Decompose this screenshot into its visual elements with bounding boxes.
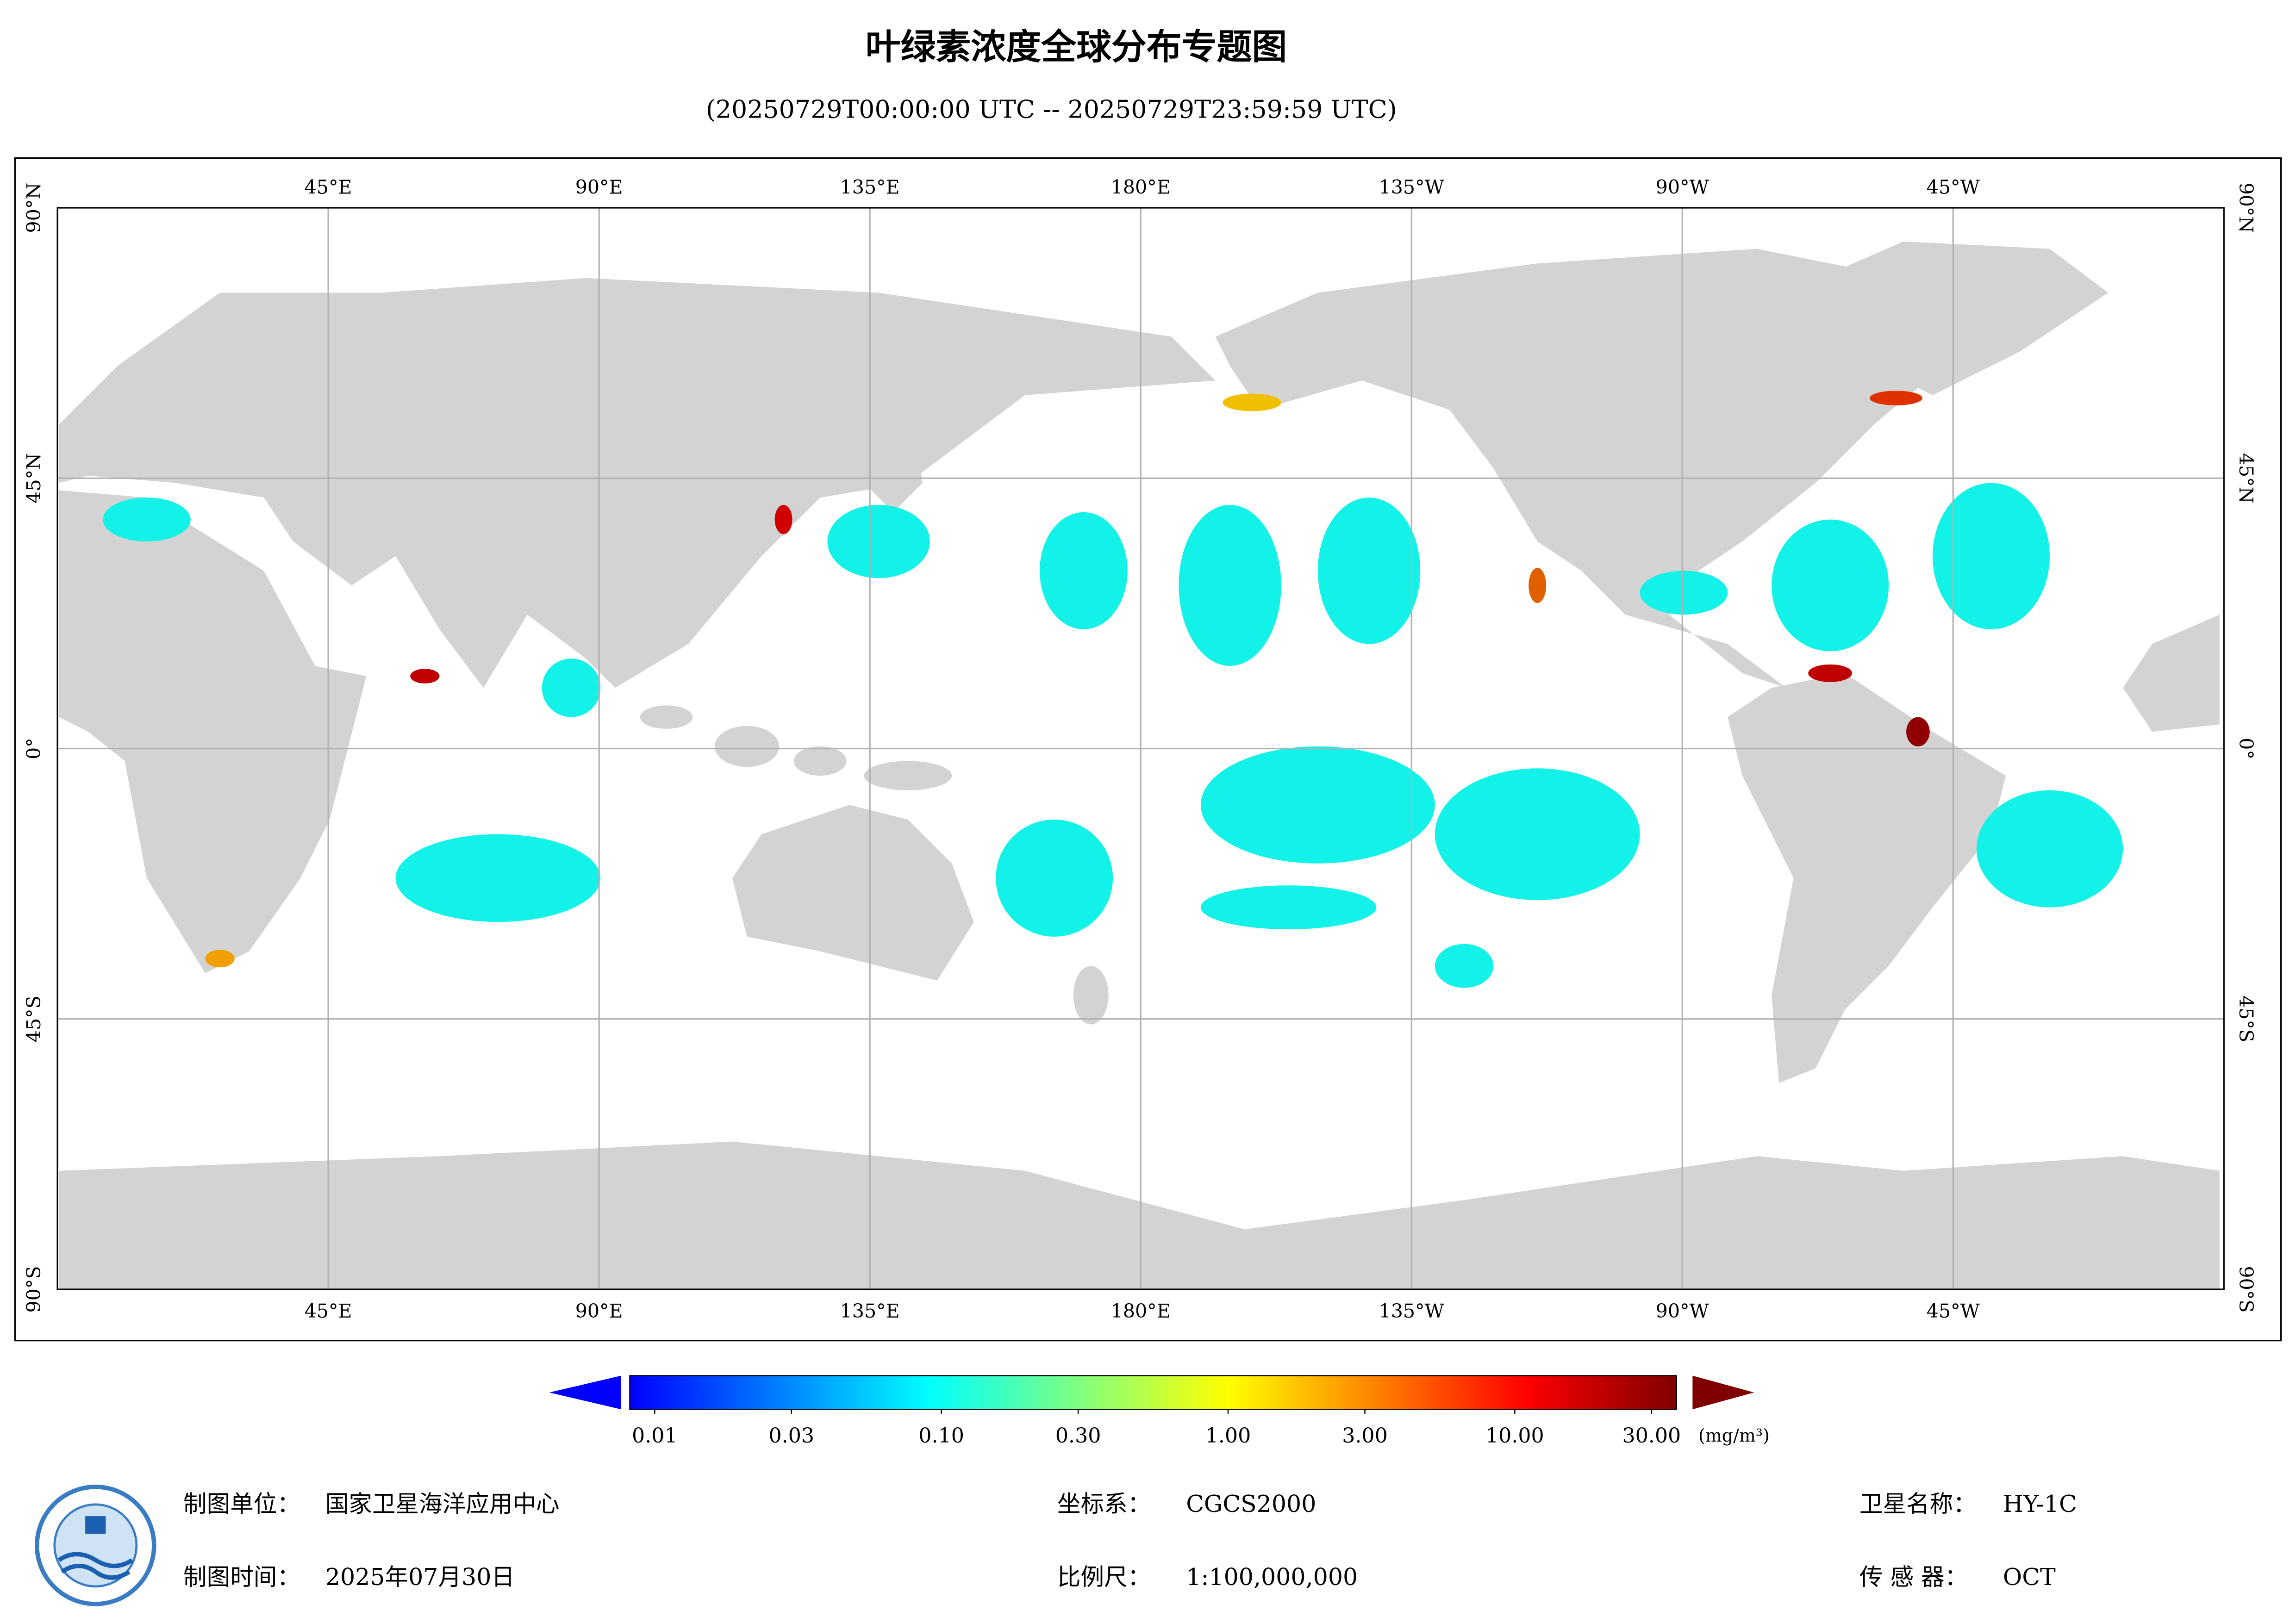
lat-label: 90°N — [2235, 183, 2257, 233]
lat-label: 45°N — [2235, 453, 2257, 504]
colorbar-tick-label: 3.00 — [1342, 1424, 1388, 1448]
lon-label: 135°W — [1379, 1300, 1445, 1322]
lon-label: 90°E — [575, 176, 623, 198]
lon-label: 180°E — [1111, 176, 1171, 198]
lat-label: 45°S — [23, 995, 45, 1042]
footer-value: 2025年07月30日 — [325, 1563, 515, 1591]
footer-label: 比例尺： — [1057, 1563, 1151, 1591]
lon-label: 90°W — [1656, 176, 1710, 198]
lon-label: 135°E — [840, 176, 900, 198]
map-frame — [56, 207, 2225, 1290]
lat-label: 0° — [2235, 738, 2257, 759]
colorbar-tick-label: 0.10 — [918, 1424, 964, 1448]
lon-label: 45°E — [305, 1300, 352, 1322]
lat-label: 45°S — [2235, 995, 2257, 1042]
footer-label: 卫星名称： — [1859, 1490, 1977, 1517]
lon-label: 45°W — [1927, 176, 1980, 198]
footer-value: 1:100,000,000 — [1186, 1563, 1358, 1591]
colorbar-tick-label: 0.01 — [632, 1424, 678, 1448]
footer-value: HY-1C — [2003, 1490, 2077, 1517]
colorbar-tick-label: 30.00 — [1622, 1424, 1681, 1448]
lat-label: 90°N — [23, 183, 45, 233]
lon-label: 90°W — [1656, 1300, 1710, 1322]
colorbar-tick-label: 10.00 — [1485, 1424, 1544, 1448]
lon-label: 90°E — [575, 1300, 623, 1322]
chlorophyll-coverage — [103, 391, 2123, 988]
footer-label: 制图单位： — [183, 1490, 300, 1517]
logo — [35, 1485, 156, 1606]
lon-label: 180°E — [1111, 1300, 1171, 1322]
lat-label: 0° — [23, 738, 45, 759]
footer-label: 制图时间： — [183, 1563, 300, 1591]
footer-value: OCT — [2003, 1563, 2056, 1591]
colorbar-tick-label: 0.03 — [769, 1424, 815, 1448]
footer-label: 传 感 器： — [1859, 1563, 1968, 1591]
lon-label: 135°E — [840, 1300, 900, 1322]
lat-label: 45°N — [23, 453, 45, 504]
subtitle: (20250729T00:00:00 UTC -- 20250729T23:59… — [706, 94, 1397, 124]
map — [56, 207, 2225, 1290]
outer-frame — [14, 157, 2282, 1342]
colorbar-over-arrow — [1692, 1375, 1754, 1410]
lon-label: 45°E — [305, 176, 352, 198]
lon-label: 135°W — [1379, 176, 1445, 198]
colorbar-unit: (mg/m³) — [1698, 1425, 1770, 1446]
colorbar-under-arrow — [549, 1375, 621, 1410]
lat-label: 90°S — [23, 1266, 45, 1312]
footer-value: CGCS2000 — [1186, 1490, 1316, 1517]
footer-value: 国家卫星海洋应用中心 — [325, 1490, 560, 1517]
footer-label: 坐标系： — [1057, 1490, 1151, 1517]
colorbar-tick-label: 1.00 — [1205, 1424, 1251, 1448]
lon-label: 45°W — [1927, 1300, 1980, 1322]
title: 叶绿素浓度全球分布专题图 — [866, 26, 1287, 68]
colorbar — [629, 1375, 1677, 1410]
lat-label: 90°S — [2235, 1266, 2257, 1312]
colorbar-tick-label: 0.30 — [1055, 1424, 1101, 1448]
